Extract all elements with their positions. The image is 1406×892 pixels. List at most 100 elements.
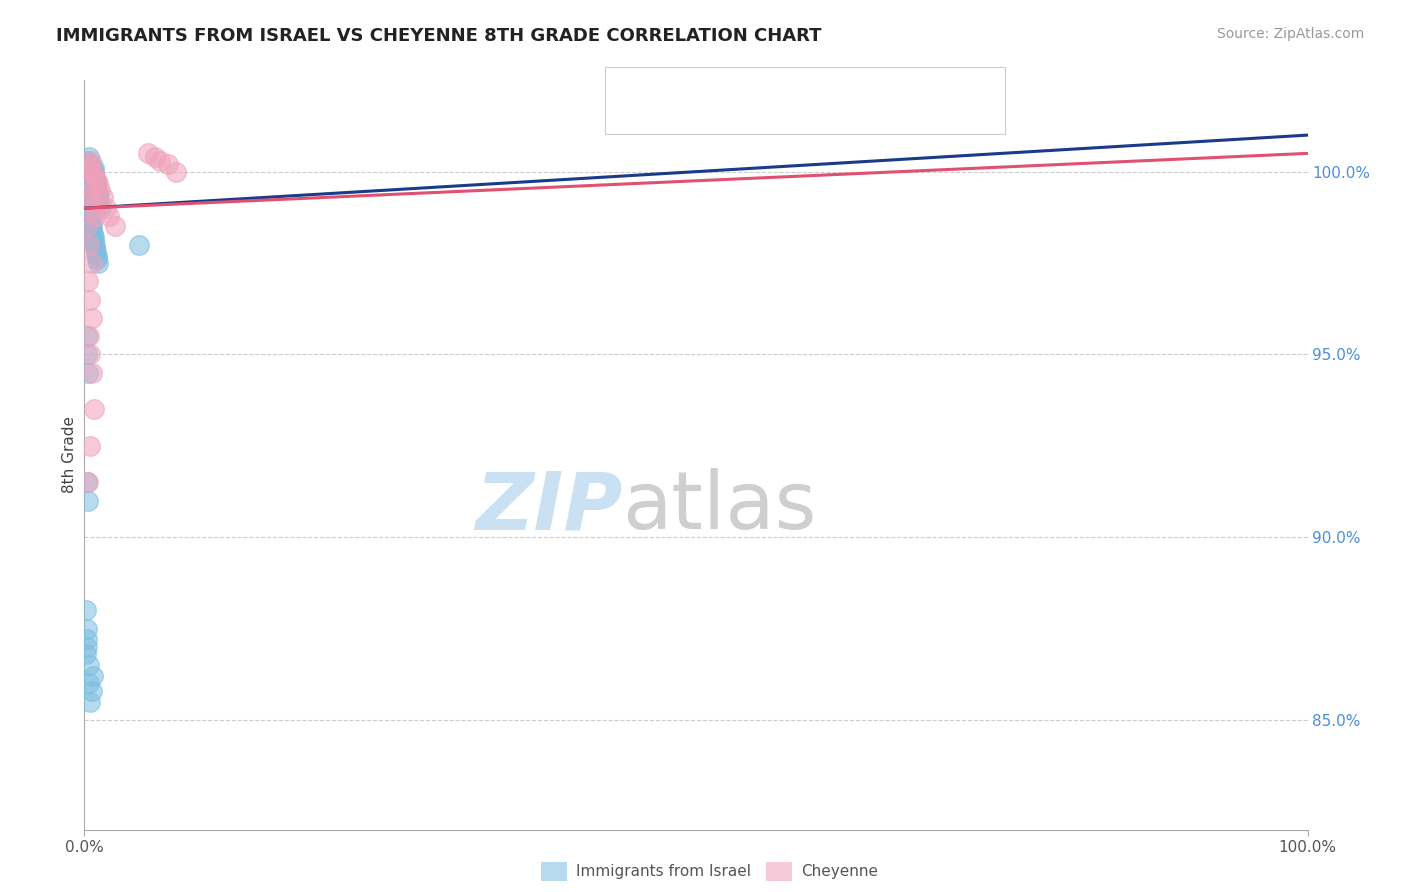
Point (128, 237, 150, 252)
Point (77, 329, 100, 343)
Point (80, 164, 103, 178)
Point (80, 194, 103, 208)
Point (86, 249, 108, 263)
Point (79, 212, 101, 227)
Point (82, 172, 104, 186)
Point (91, 190, 114, 204)
Point (86, 183, 108, 197)
Point (79, 161, 101, 175)
Point (143, 150, 166, 164)
Point (82, 227, 104, 241)
Point (86, 186, 108, 201)
Point (97, 209, 120, 223)
Y-axis label: 8th Grade: 8th Grade (62, 417, 77, 493)
Point (80, 161, 103, 175)
Point (77, 475, 100, 490)
Text: Cheyenne: Cheyenne (801, 864, 879, 879)
Point (83, 164, 105, 178)
Point (83, 201, 105, 215)
Point (77, 179, 100, 194)
Point (89, 194, 111, 208)
Text: R =  0.315    N = 66: R = 0.315 N = 66 (664, 74, 845, 92)
Point (76, 622, 98, 636)
Point (82, 223, 104, 237)
Point (76, 157, 98, 171)
Point (76, 347, 98, 361)
Point (76, 475, 98, 490)
Point (83, 161, 105, 175)
Point (76, 329, 98, 343)
Point (79, 157, 101, 171)
Point (75, 172, 97, 186)
Point (77, 164, 100, 178)
Point (79, 293, 101, 307)
Point (79, 209, 101, 223)
Point (80, 683, 103, 698)
Point (84, 209, 107, 223)
Point (84, 176, 107, 190)
Point (79, 161, 101, 175)
Point (77, 493, 100, 508)
Point (77, 676, 100, 690)
Point (80, 153, 103, 168)
Point (80, 219, 103, 234)
Point (77, 197, 100, 211)
Point (87, 256, 110, 270)
Point (75, 183, 97, 197)
Point (75, 179, 97, 194)
Point (76, 640, 98, 654)
Point (165, 164, 187, 178)
Point (77, 150, 100, 164)
Point (136, 146, 159, 161)
Point (79, 695, 101, 709)
Point (84, 241, 107, 255)
Point (79, 186, 101, 201)
Point (104, 219, 127, 234)
Point (83, 402, 105, 417)
Point (80, 172, 103, 186)
Point (76, 219, 98, 234)
Point (89, 183, 111, 197)
Text: Source: ZipAtlas.com: Source: ZipAtlas.com (1216, 27, 1364, 41)
Point (76, 632, 98, 647)
Point (82, 169, 104, 183)
Point (76, 366, 98, 380)
Point (76, 183, 98, 197)
Point (77, 237, 100, 252)
Point (86, 252, 108, 267)
Text: Immigrants from Israel: Immigrants from Israel (576, 864, 751, 879)
Point (83, 230, 105, 244)
Text: IMMIGRANTS FROM ISRAEL VS CHEYENNE 8TH GRADE CORRELATION CHART: IMMIGRANTS FROM ISRAEL VS CHEYENNE 8TH G… (56, 27, 821, 45)
Point (156, 157, 179, 171)
Point (80, 310, 103, 325)
Point (84, 172, 107, 186)
Point (75, 603, 97, 617)
Point (75, 647, 97, 661)
Point (77, 274, 100, 288)
Text: ZIP: ZIP (475, 468, 623, 547)
Text: atlas: atlas (623, 468, 817, 547)
Point (76, 161, 98, 175)
Point (77, 658, 100, 673)
Point (149, 153, 172, 168)
Point (82, 164, 104, 178)
Point (76, 186, 98, 201)
Point (82, 366, 104, 380)
Point (87, 190, 110, 204)
Point (87, 176, 110, 190)
Point (76, 190, 98, 204)
Point (77, 194, 100, 208)
Point (96, 201, 118, 215)
Point (83, 169, 105, 183)
Point (79, 347, 101, 361)
Point (90, 201, 112, 215)
Point (76, 153, 98, 168)
Point (82, 164, 104, 178)
Point (84, 179, 107, 194)
Point (83, 234, 105, 248)
Point (77, 201, 100, 215)
Point (84, 172, 107, 186)
Point (83, 237, 105, 252)
Point (77, 157, 100, 171)
Point (80, 176, 103, 190)
